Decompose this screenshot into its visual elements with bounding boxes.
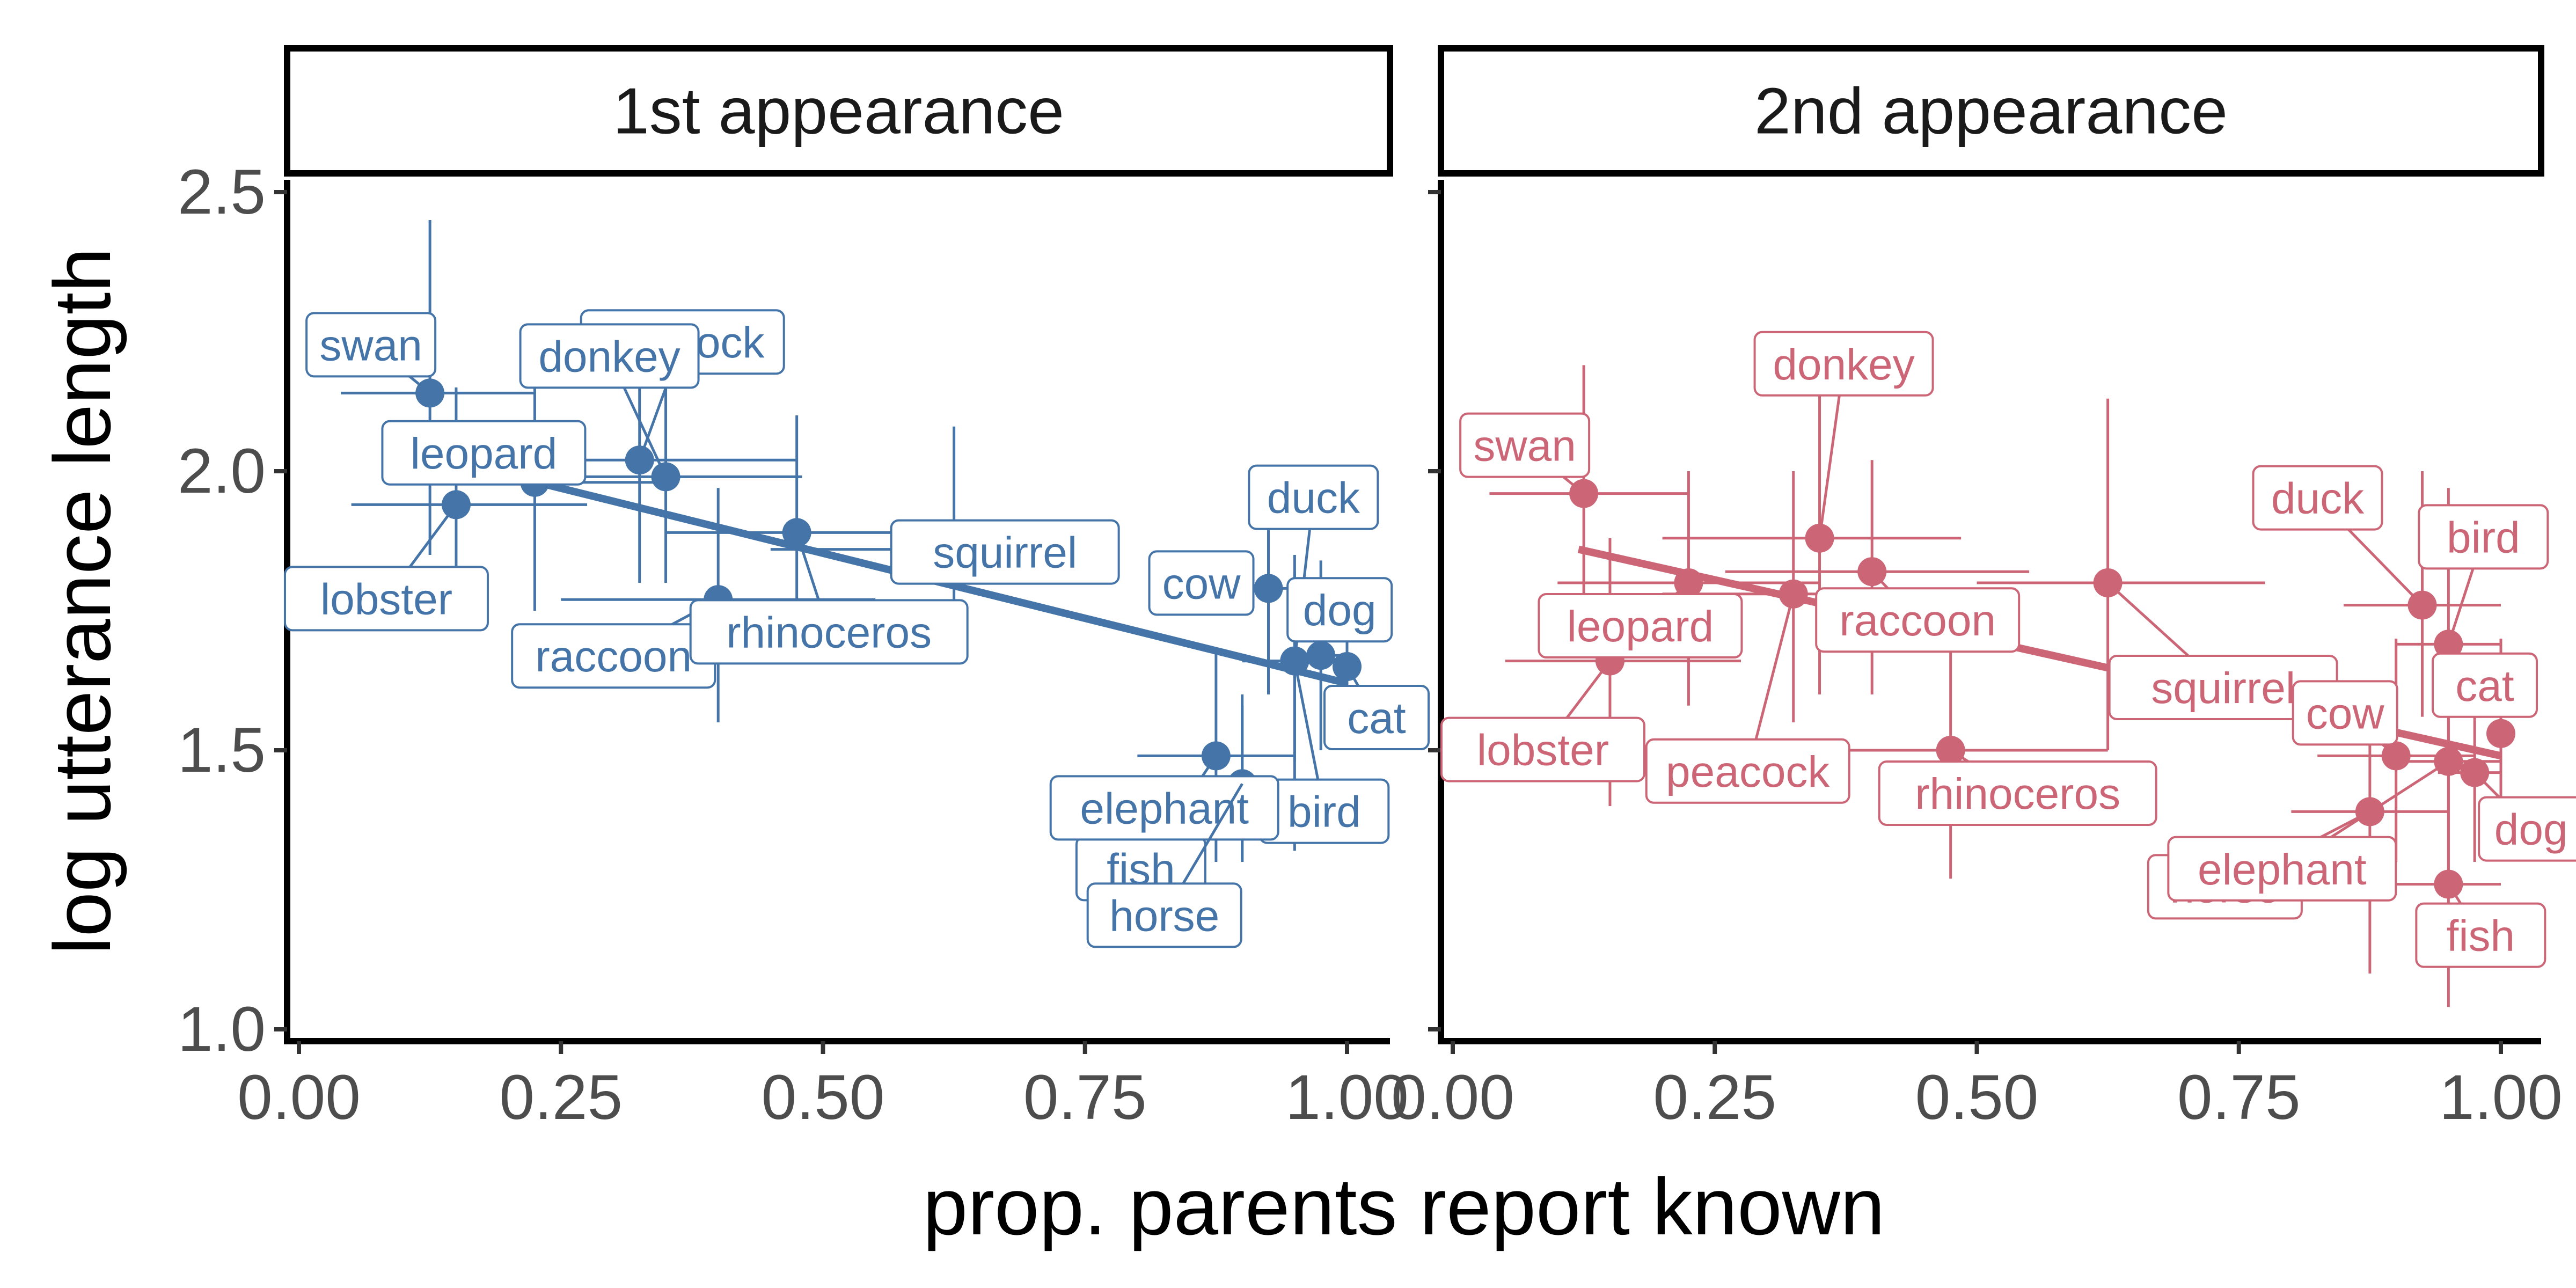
point-label-box xyxy=(519,323,700,389)
y-tick-label: 2.5 xyxy=(178,157,266,228)
point-label-box xyxy=(1753,331,1934,397)
point-label-donkey: donkey xyxy=(1773,340,1914,389)
point-label-box xyxy=(1286,577,1393,643)
point-label-cat: cat xyxy=(2455,662,2514,711)
point-label-peacock: peacock xyxy=(1666,748,1830,796)
point-label-box xyxy=(2478,796,2576,862)
point-label-duck: duck xyxy=(2271,474,2365,523)
data-point xyxy=(2486,719,2515,748)
facets-layer: 1st appearance 1.0 1.5 2.0 2.5 0.00 0.25 0.50 0.… xyxy=(178,45,2576,1133)
point-label-box xyxy=(1538,593,1743,658)
x-tick-label: 0.25 xyxy=(1653,1062,1776,1133)
data-point xyxy=(1306,641,1336,670)
point-label-box xyxy=(1878,760,2157,826)
x-tick-label: 0.00 xyxy=(1391,1062,1514,1133)
x-tick-label: 0.00 xyxy=(237,1062,361,1133)
point-label-cow: cow xyxy=(1162,559,1241,608)
point-label-raccoon: raccoon xyxy=(1839,596,1996,645)
point-label-horse: horse xyxy=(1109,891,1219,940)
point-label-duck: duck xyxy=(1267,474,1360,523)
point-label-box xyxy=(2432,652,2538,718)
point-label-rhinoceros: rhinoceros xyxy=(1915,770,2120,818)
point-label-box xyxy=(283,566,489,632)
facet-panel-1: 1st appearance 1.0 1.5 2.0 2.5 0.00 0.25 0.50 0.… xyxy=(178,45,1430,1133)
point-label-box xyxy=(890,519,1120,585)
y-tick-label: 1.0 xyxy=(178,994,266,1065)
point-label-box xyxy=(1086,882,1242,948)
y-axis-title: log utterance length xyxy=(37,247,127,955)
facet-strip-label: 1st appearance xyxy=(613,75,1064,148)
point-label-leopard: leopard xyxy=(411,429,558,478)
x-tick-label: 1.00 xyxy=(2439,1062,2563,1133)
point-label-box xyxy=(2252,465,2383,531)
point-label-rhinoceros: rhinoceros xyxy=(726,608,932,657)
y-tick-label: 1.5 xyxy=(178,715,266,786)
point-labels: swan leopard lobster peacock donkey raccoon rh… xyxy=(1440,331,2576,968)
point-labels: swanlobsterleopardpeacockdonkeyraccoonrh… xyxy=(283,309,1430,948)
x-tick-label: 0.50 xyxy=(762,1062,885,1133)
facet-strip-box xyxy=(1438,45,2544,177)
x-tick-label: 0.50 xyxy=(1915,1062,2039,1133)
point-label-box xyxy=(2418,504,2549,570)
point-label-box xyxy=(1248,464,1379,530)
point-label-box xyxy=(381,420,587,486)
point-label-cat: cat xyxy=(1347,694,1406,743)
point-label-swan: swan xyxy=(1473,422,1576,471)
point-label-elephant: elephant xyxy=(1080,784,1249,833)
point-label-raccoon: raccoon xyxy=(535,632,692,681)
point-label-swan: swan xyxy=(319,321,422,370)
point-label-box xyxy=(305,312,437,378)
trend-line xyxy=(423,451,1348,687)
point-label-box xyxy=(1815,587,2021,653)
x-tick-label: 0.25 xyxy=(499,1062,623,1133)
point-label-leopard: leopard xyxy=(1567,602,1714,651)
point-label-dog: dog xyxy=(1303,586,1377,635)
point-label-box xyxy=(1323,685,1430,750)
point-label-box xyxy=(2292,680,2398,746)
data-point xyxy=(1805,523,1834,553)
facet-strip-label: 2nd appearance xyxy=(1754,75,2228,148)
y-tick-label: 2.0 xyxy=(178,436,266,507)
point-label-box xyxy=(2415,902,2546,968)
point-label-elephant: elephant xyxy=(2198,845,2367,894)
point-label-box xyxy=(1148,550,1255,616)
point-label-lobster: lobster xyxy=(320,575,452,624)
point-label-box xyxy=(1645,738,1850,804)
point-label-fish: fish xyxy=(2447,912,2515,961)
point-label-dog: dog xyxy=(2494,806,2568,854)
point-label-box xyxy=(1459,412,1591,478)
facet-panel-2: 2nd appearance 0.00 0.25 0.50 0.75 1.00 swan le… xyxy=(1391,45,2576,1133)
point-label-box xyxy=(1440,716,1645,782)
point-label-squirrel: squirrel xyxy=(2151,664,2295,713)
x-tick-label: 0.75 xyxy=(1023,1062,1147,1133)
point-label-box xyxy=(2167,836,2397,902)
point-label-lobster: lobster xyxy=(1477,726,1609,775)
x-axis-title: prop. parents report known xyxy=(923,1161,1885,1252)
error-bars xyxy=(341,220,1349,862)
facet-strip-box xyxy=(284,45,1393,177)
point-label-bird: bird xyxy=(2447,513,2520,562)
point-label-bird: bird xyxy=(1287,788,1361,837)
point-label-box xyxy=(1049,775,1279,841)
x-tick-label: 1.00 xyxy=(1285,1062,1409,1133)
point-label-cow: cow xyxy=(2306,689,2385,738)
point-label-squirrel: squirrel xyxy=(933,529,1077,577)
point-label-donkey: donkey xyxy=(538,332,680,381)
point-label-box xyxy=(689,599,969,665)
x-tick-label: 0.75 xyxy=(2177,1062,2301,1133)
